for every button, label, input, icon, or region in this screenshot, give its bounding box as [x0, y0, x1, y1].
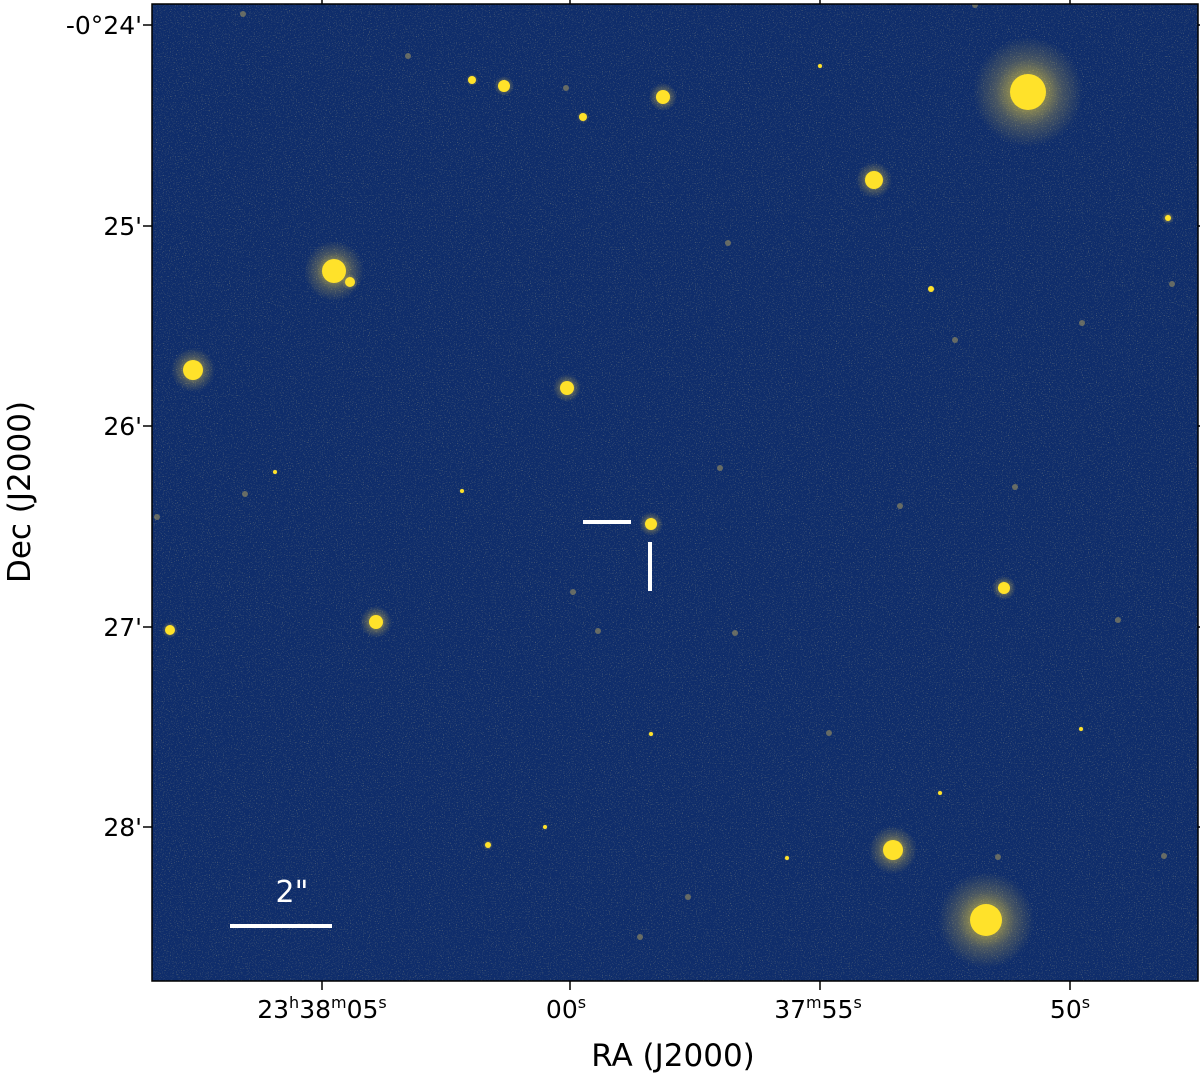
faint-source	[570, 589, 576, 595]
y-tick-label-3: 27'	[103, 613, 142, 642]
star	[818, 64, 822, 68]
faint-source	[685, 894, 691, 900]
faint-source	[725, 240, 731, 246]
faint-source	[897, 503, 903, 509]
faint-source	[995, 854, 1001, 860]
star	[485, 842, 491, 848]
star	[785, 856, 789, 860]
y-axis-title: Dec (J2000)	[2, 401, 38, 583]
star	[543, 825, 547, 829]
star	[883, 840, 903, 860]
faint-source	[952, 337, 958, 343]
y-tick-label-1: 25'	[103, 212, 142, 241]
star	[345, 277, 355, 287]
star	[656, 90, 670, 104]
star	[579, 113, 587, 121]
star	[649, 732, 653, 736]
x-tick-label-1: 00s	[546, 993, 586, 1024]
star	[1079, 727, 1083, 731]
star	[183, 360, 203, 380]
faint-source	[595, 628, 601, 634]
scale-bar: 2"	[230, 875, 332, 928]
x-tick-labels: 23h38m05s 00s 37m55s 50s	[257, 993, 1090, 1024]
sky-noise	[152, 4, 1198, 981]
faint-source	[1115, 617, 1121, 623]
x-tick-label-3: 50s	[1050, 993, 1090, 1024]
faint-source	[1012, 484, 1018, 490]
faint-source	[972, 4, 978, 8]
faint-source	[154, 514, 160, 520]
y-tick-label-4: 28'	[103, 813, 142, 842]
faint-source	[826, 730, 832, 736]
star	[498, 80, 510, 92]
sky-image	[152, 4, 1198, 981]
star	[1010, 74, 1046, 110]
target-marker	[583, 520, 652, 591]
faint-source	[242, 491, 248, 497]
y-tick-labels: -0°24' 25' 26' 27' 28'	[66, 11, 142, 842]
star	[560, 381, 574, 395]
faint-source	[717, 465, 723, 471]
star	[273, 470, 277, 474]
star	[460, 489, 464, 493]
faint-source	[240, 11, 246, 17]
y-tick-label-2: 26'	[103, 412, 142, 441]
star	[322, 259, 346, 283]
faint-source	[1079, 320, 1085, 326]
star	[938, 791, 942, 795]
plot-frame	[151, 3, 1199, 982]
star	[998, 582, 1010, 594]
star	[1165, 215, 1171, 221]
x-tick-label-0: 23h38m05s	[257, 993, 387, 1024]
scale-bar-label: 2"	[276, 875, 309, 910]
faint-source	[1169, 281, 1175, 287]
star	[369, 615, 383, 629]
y-tick-label-0: -0°24'	[66, 11, 142, 40]
faint-source	[1161, 853, 1167, 859]
star	[865, 171, 883, 189]
faint-source	[563, 85, 569, 91]
x-tick-label-2: 37m55s	[774, 993, 862, 1024]
star-field	[154, 4, 1175, 968]
faint-source	[637, 934, 643, 940]
star	[165, 625, 175, 635]
axis-ticks	[143, 0, 1200, 990]
faint-source	[405, 53, 411, 59]
x-axis-title: RA (J2000)	[591, 1038, 755, 1074]
star	[468, 76, 476, 84]
star	[970, 904, 1002, 936]
star	[645, 518, 657, 530]
star	[928, 286, 934, 292]
faint-source	[732, 630, 738, 636]
